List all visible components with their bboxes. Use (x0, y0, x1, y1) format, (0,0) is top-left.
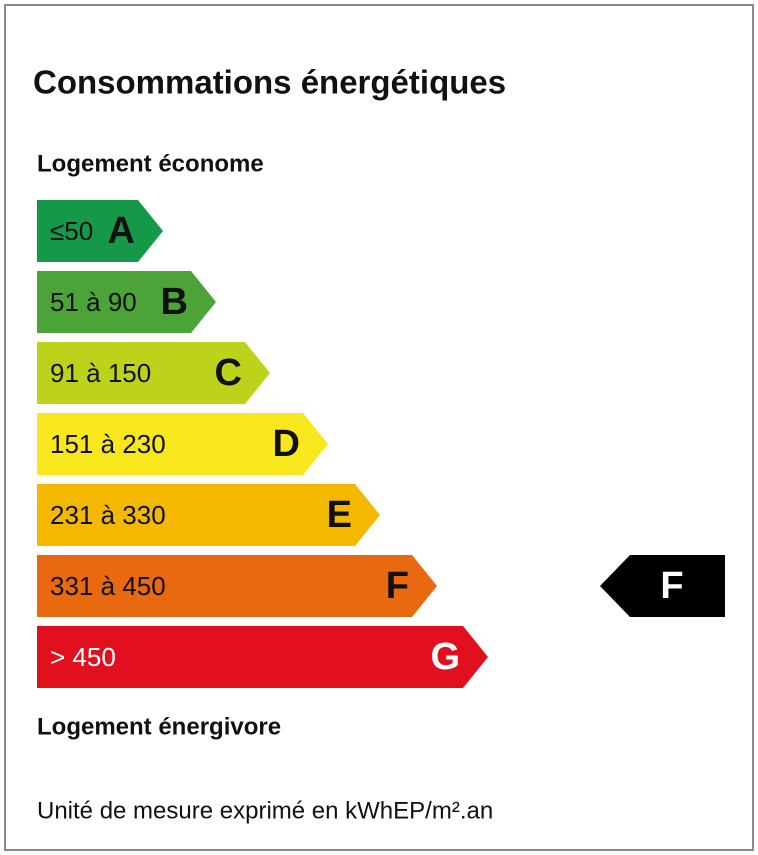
band-arrow (37, 200, 163, 262)
band-arrow (37, 271, 216, 333)
band-arrow (37, 555, 437, 617)
band-range: 151 à 230 (50, 429, 166, 459)
band-letter: A (108, 210, 135, 252)
band-arrow (37, 413, 328, 475)
band-letter: E (327, 494, 352, 536)
band-range: ≤50 (50, 216, 93, 246)
top-label: Logement économe (37, 150, 264, 177)
title: Consommations énergétiques (33, 64, 506, 101)
band-range: 331 à 450 (50, 571, 166, 601)
band-range: > 450 (50, 642, 116, 672)
band-letter: B (161, 281, 188, 323)
band-range: 91 à 150 (50, 358, 151, 388)
band-range: 51 à 90 (50, 287, 137, 317)
band-letter: D (273, 423, 300, 465)
rating-arrow (600, 555, 725, 617)
bottom-label: Logement énergivore (37, 713, 281, 740)
footer: Unité de mesure exprimé en kWhEP/m².an (37, 797, 493, 824)
band-arrow (37, 342, 270, 404)
band-letter: F (386, 565, 409, 607)
band-letter: C (215, 352, 242, 394)
rating-letter: F (660, 565, 683, 607)
band-arrow (37, 484, 380, 546)
band-arrow (37, 626, 488, 688)
band-letter: G (430, 636, 460, 678)
band-range: 231 à 330 (50, 500, 166, 530)
